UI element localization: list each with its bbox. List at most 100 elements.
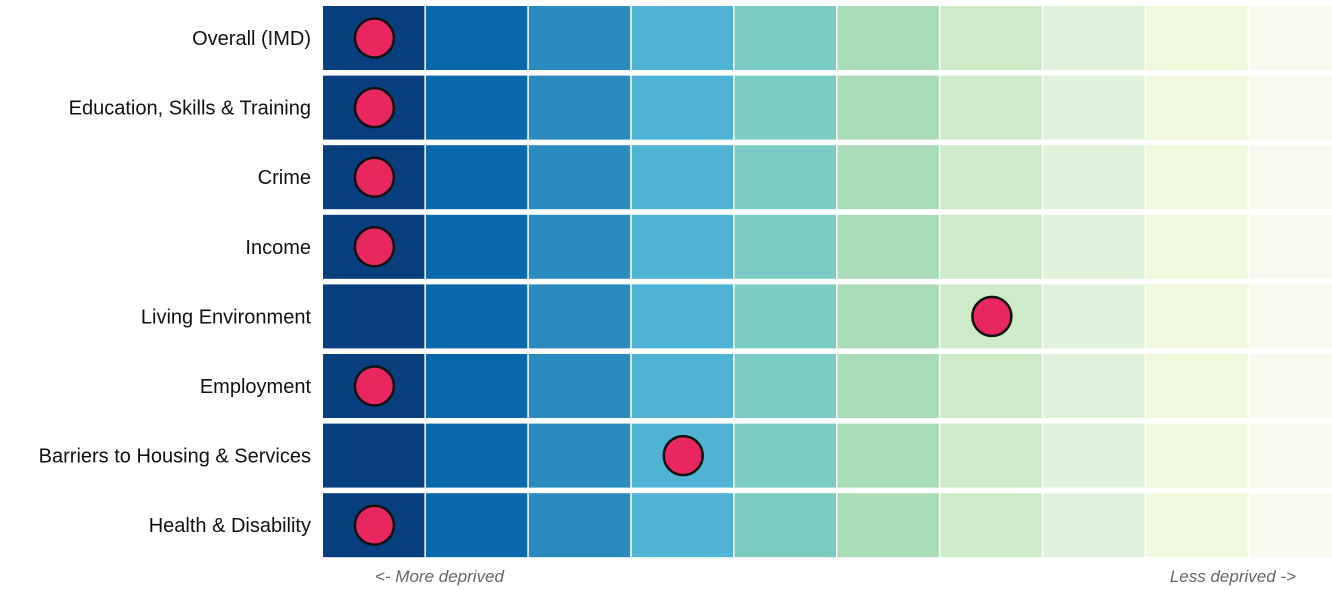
row-label: Income <box>245 237 311 259</box>
decile-cell <box>837 214 939 279</box>
decile-cell <box>1043 354 1145 418</box>
decile-cell <box>1146 214 1248 279</box>
decile-cell <box>1043 214 1145 279</box>
decile-cell <box>837 354 939 418</box>
decile-cell <box>528 214 631 279</box>
row-label: Living Environment <box>141 306 312 328</box>
decile-cell <box>837 493 939 558</box>
decile-cell <box>734 6 836 70</box>
decile-cell <box>425 423 528 488</box>
decile-cell <box>1249 354 1332 418</box>
decile-cell <box>1249 145 1332 210</box>
decile-cell <box>1043 6 1145 70</box>
decile-cell <box>940 423 1042 488</box>
decile-cell <box>734 214 836 279</box>
decile-cell <box>837 284 939 349</box>
chart-row: Overall (IMD) <box>192 6 1332 70</box>
decile-marker <box>353 17 396 59</box>
row-label: Crime <box>258 167 311 189</box>
decile-cell <box>323 284 425 349</box>
decile-cell <box>1146 354 1248 418</box>
decile-cell <box>1146 145 1248 210</box>
decile-cell <box>528 423 631 488</box>
row-label: Overall (IMD) <box>192 28 311 50</box>
decile-cell <box>940 493 1042 558</box>
decile-cell <box>1043 145 1145 210</box>
less-deprived-label: Less deprived -> <box>1170 567 1296 586</box>
chart-row: Barriers to Housing & Services <box>39 423 1332 488</box>
decile-cell <box>528 354 631 418</box>
row-label: Health & Disability <box>149 515 311 537</box>
row-label: Employment <box>200 376 312 398</box>
decile-cell <box>837 423 939 488</box>
decile-cell <box>734 284 836 349</box>
markers-layer <box>353 17 1013 546</box>
decile-cell <box>528 75 631 140</box>
decile-marker <box>971 295 1013 338</box>
decile-cell <box>631 493 734 558</box>
chart-row: Living Environment <box>141 284 1332 349</box>
decile-cell <box>631 354 734 418</box>
decile-cell <box>1043 423 1145 488</box>
decile-marker <box>662 434 704 477</box>
decile-cell <box>1146 423 1248 488</box>
decile-cell <box>1249 284 1332 349</box>
decile-cell <box>837 145 939 210</box>
decile-cell <box>940 214 1042 279</box>
decile-cell <box>940 6 1042 70</box>
rows-layer: Overall (IMD) Education, Skills & Trainin… <box>39 6 1332 558</box>
decile-marker <box>353 226 396 268</box>
decile-cell <box>631 284 734 349</box>
more-deprived-label: <- More deprived <box>375 567 505 586</box>
decile-cell <box>425 145 528 210</box>
decile-cell <box>1249 493 1332 558</box>
decile-marker <box>353 504 396 546</box>
decile-cell <box>1043 284 1145 349</box>
decile-cell <box>940 145 1042 210</box>
chart-row: Education, Skills & Training <box>69 75 1332 140</box>
decile-cell <box>528 284 631 349</box>
decile-cell <box>631 75 734 140</box>
decile-cell <box>734 354 836 418</box>
decile-cell <box>425 6 528 70</box>
decile-cell <box>1146 75 1248 140</box>
decile-cell <box>425 354 528 418</box>
decile-cell <box>631 6 734 70</box>
decile-marker <box>353 365 396 407</box>
decile-cell <box>528 145 631 210</box>
decile-cell <box>734 145 836 210</box>
decile-cell <box>425 75 528 140</box>
decile-cell <box>940 75 1042 140</box>
chart-row: Income <box>245 214 1332 279</box>
decile-cell <box>1043 75 1145 140</box>
decile-cell <box>425 493 528 558</box>
decile-cell <box>837 75 939 140</box>
decile-marker <box>353 86 396 129</box>
decile-cell <box>425 284 528 349</box>
decile-cell <box>1146 284 1248 349</box>
decile-cell <box>837 6 939 70</box>
decile-cell <box>1043 493 1145 558</box>
decile-cell <box>734 423 836 488</box>
decile-cell <box>528 6 631 70</box>
decile-cell <box>1249 75 1332 140</box>
decile-cell <box>631 214 734 279</box>
decile-cell <box>1249 6 1332 70</box>
decile-cell <box>940 354 1042 418</box>
decile-cell <box>1249 423 1332 488</box>
decile-cell <box>323 423 425 488</box>
row-label: Education, Skills & Training <box>69 98 311 120</box>
decile-cell <box>1249 214 1332 279</box>
decile-cell <box>425 214 528 279</box>
decile-cell <box>631 145 734 210</box>
decile-cell <box>1146 6 1248 70</box>
decile-cell <box>734 493 836 558</box>
chart-row: Crime <box>258 145 1332 210</box>
chart-row: Health & Disability <box>149 493 1332 558</box>
row-label: Barriers to Housing & Services <box>39 446 311 468</box>
decile-cell <box>1146 493 1248 558</box>
decile-cell <box>734 75 836 140</box>
decile-cell <box>528 493 631 558</box>
